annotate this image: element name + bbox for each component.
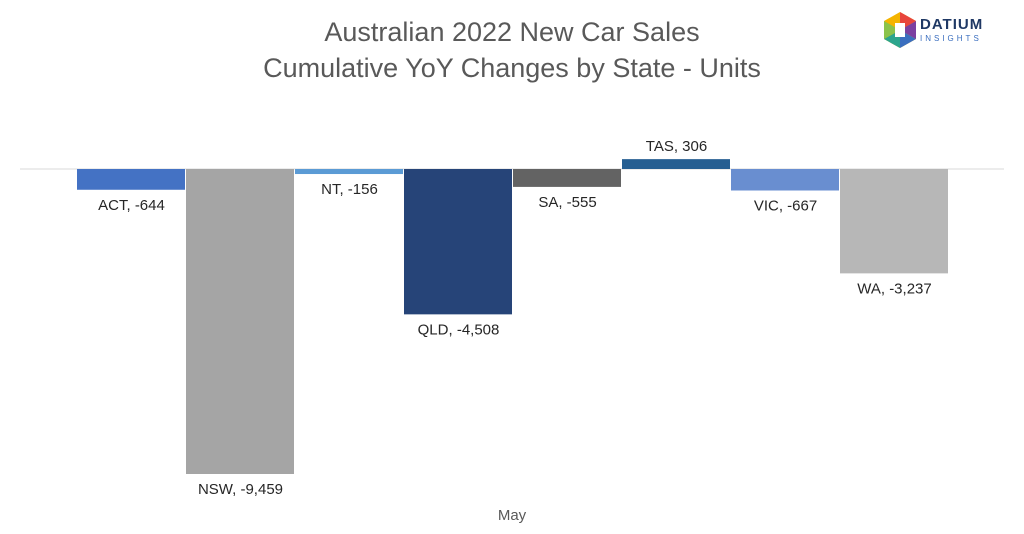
data-label-qld: QLD, -4,508 xyxy=(418,321,500,338)
datium-logo-icon xyxy=(884,12,916,48)
bar-tas xyxy=(622,159,730,169)
data-label-nt: NT, -156 xyxy=(321,181,378,198)
data-label-vic: VIC, -667 xyxy=(754,198,817,215)
data-label-nsw: NSW, -9,459 xyxy=(198,481,283,498)
logo-wordmark: DATIUM xyxy=(920,16,984,33)
chart-subtitle: Cumulative YoY Changes by State - Units xyxy=(263,53,761,83)
chart-title: Australian 2022 New Car Sales xyxy=(324,17,700,47)
bar-vic xyxy=(731,169,839,191)
x-axis-category-label: May xyxy=(498,507,527,524)
bar-nsw xyxy=(186,169,294,474)
bar-nt xyxy=(295,169,403,175)
bar-wa xyxy=(840,169,948,274)
bar-qld xyxy=(404,169,512,315)
bar-act xyxy=(77,169,185,190)
logo-tagline: INSIGHTS xyxy=(920,34,982,43)
datium-logo: DATIUM INSIGHTS xyxy=(884,12,1004,52)
data-label-sa: SA, -555 xyxy=(538,194,596,211)
data-label-tas: TAS, 306 xyxy=(646,138,707,155)
bar-sa xyxy=(513,169,621,187)
data-label-act: ACT, -644 xyxy=(98,197,165,214)
data-label-wa: WA, -3,237 xyxy=(857,280,931,297)
